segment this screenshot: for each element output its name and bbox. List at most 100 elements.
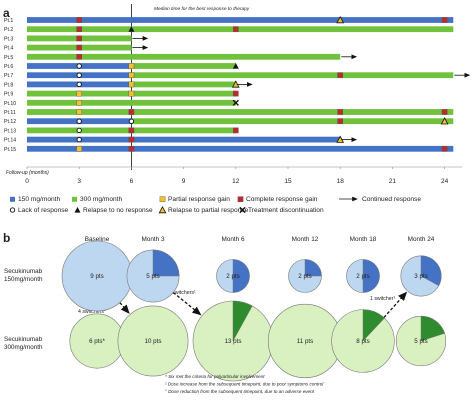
legend-label: Continued response [362, 196, 421, 203]
dose-bar-300 [131, 118, 454, 125]
complete-response-marker [441, 17, 448, 23]
patient-label: Pt.14 [4, 138, 16, 144]
dose-bar-300 [131, 63, 236, 69]
dose-bar-150 [27, 145, 454, 152]
panel-a-tag: a [3, 6, 10, 20]
partial-response-marker [76, 109, 82, 115]
patient-label: Pt.10 [4, 101, 16, 107]
x-tick-label: 0 [25, 178, 29, 185]
column-headers: Baseline Month 3 Month 6 Month 12 Month 18 Mo… [85, 236, 435, 243]
bubble-wedge [420, 255, 442, 287]
row-label: Secukinumab [4, 268, 43, 275]
complete-response-marker [128, 145, 135, 152]
lack-of-response-marker [76, 118, 82, 124]
x-tick-label: 24 [441, 178, 449, 185]
bubble-label: 9 pts [90, 273, 103, 280]
bubble-label: 13 pts [225, 338, 242, 345]
bubble-wedge [362, 259, 380, 293]
dose-bar-300 [27, 26, 454, 33]
dose-bar-300 [27, 109, 454, 115]
partial-response-marker [159, 196, 166, 203]
complete-response-marker [76, 44, 82, 51]
legend-label: Partial response gain [168, 196, 230, 203]
bubble [117, 305, 189, 377]
patient-label: Pt.12 [4, 119, 16, 125]
legend-label: 150 mg/month [18, 196, 60, 203]
complete-response-marker [128, 127, 135, 134]
dose-bar-150 [27, 136, 341, 143]
bubble-label: 5 pts [414, 338, 427, 345]
x-tick-label: 12 [232, 178, 240, 185]
bubble-wedge [362, 309, 385, 342]
bubble-wedge [420, 315, 445, 342]
switch-label: 1 switcher¹ [370, 296, 395, 302]
legend-label: Treatment discontinuation [248, 207, 324, 214]
lack-of-response-marker [76, 127, 82, 134]
switch-arrows: 4 switchers° 3 switchers¹ 1 switcher¹ [78, 290, 408, 319]
row-label-dose: 300mg/month [4, 344, 43, 351]
row-label: Secukinumab [4, 336, 43, 343]
complete-response-marker [76, 35, 82, 42]
partial-response-marker [76, 145, 82, 152]
bubble-label: 2 pts [226, 273, 239, 280]
switch-arrow [119, 302, 130, 314]
complete-response-marker [337, 72, 344, 78]
partial-response-marker [128, 72, 135, 78]
dose-bar-300 [27, 53, 341, 60]
patient-label: Pt.5 [4, 55, 13, 61]
legend: 150 mg/month 300 mg/month Partial response… [9, 196, 421, 214]
bubble-label: 2 pts [298, 273, 311, 280]
partial-response-marker [128, 63, 135, 69]
patient-label: Pt.6 [4, 64, 13, 70]
complete-response-marker [128, 109, 135, 115]
bubble-wedge [152, 249, 180, 277]
discontinuation-marker [232, 99, 239, 106]
lack-of-response-marker [76, 72, 82, 78]
x-tick-label: 21 [389, 178, 397, 185]
complete-response-marker [237, 196, 244, 203]
x-tick-label: 6 [130, 178, 134, 185]
switch-arrow [383, 291, 408, 319]
bubble-wedge [232, 259, 250, 293]
column-header: Baseline [85, 236, 110, 243]
column-header: Month 12 [292, 236, 319, 243]
partial-response-marker [76, 99, 82, 106]
switch-label: 4 switchers° [78, 309, 106, 315]
x-tick-label: 3 [77, 178, 81, 185]
x-tick-label: 18 [337, 178, 345, 185]
timeline-events [76, 15, 471, 152]
relapse-no-response-marker [74, 207, 81, 213]
complete-response-marker [232, 26, 239, 33]
panel-b: b Baseline Month 3 Month 6 Month 12 Month 18… [3, 231, 447, 394]
row-label-dose: 150mg/month [4, 276, 43, 283]
median-label: Median time for the best response to the… [154, 6, 250, 12]
patient-label: Pt.1 [4, 18, 13, 24]
bubble-wedge [304, 259, 322, 277]
x-axis-ticks: 0 3 6 9 12 15 18 21 24 [25, 167, 449, 185]
complete-response-marker [441, 109, 448, 115]
bubble-label: 3 pts [414, 273, 427, 280]
legend-swatch [72, 196, 77, 202]
complete-response-marker [441, 145, 448, 152]
dose-bar-300 [131, 81, 236, 88]
x-tick-label: 15 [284, 178, 292, 185]
panel-b-tag: b [3, 231, 10, 245]
bubble-label: 10 pts [145, 338, 162, 345]
patient-label: Pt.9 [4, 92, 13, 98]
partial-response-marker [128, 81, 135, 88]
legend-swatch [10, 196, 15, 202]
x-axis-title: Follow-up (months) [6, 170, 49, 176]
bubble-label: 5 pts [146, 273, 159, 280]
legend-label: 300 mg/month [80, 196, 122, 203]
column-header: Month 24 [408, 236, 435, 243]
partial-response-marker [128, 90, 135, 97]
bubble-label: 8 pts [356, 338, 369, 345]
lack-of-response-marker [76, 136, 82, 143]
bubble-label: 2 pts [356, 273, 369, 280]
footnotes: * Six met the criteria for polyarticular… [165, 374, 324, 394]
footnote: ° Dose reduction from the subsequent tim… [165, 389, 315, 394]
relapse-partial-response-marker [336, 15, 345, 24]
legend-label: Relapse to no response [83, 207, 153, 214]
legend-label: Relapse to partial response [168, 207, 249, 214]
